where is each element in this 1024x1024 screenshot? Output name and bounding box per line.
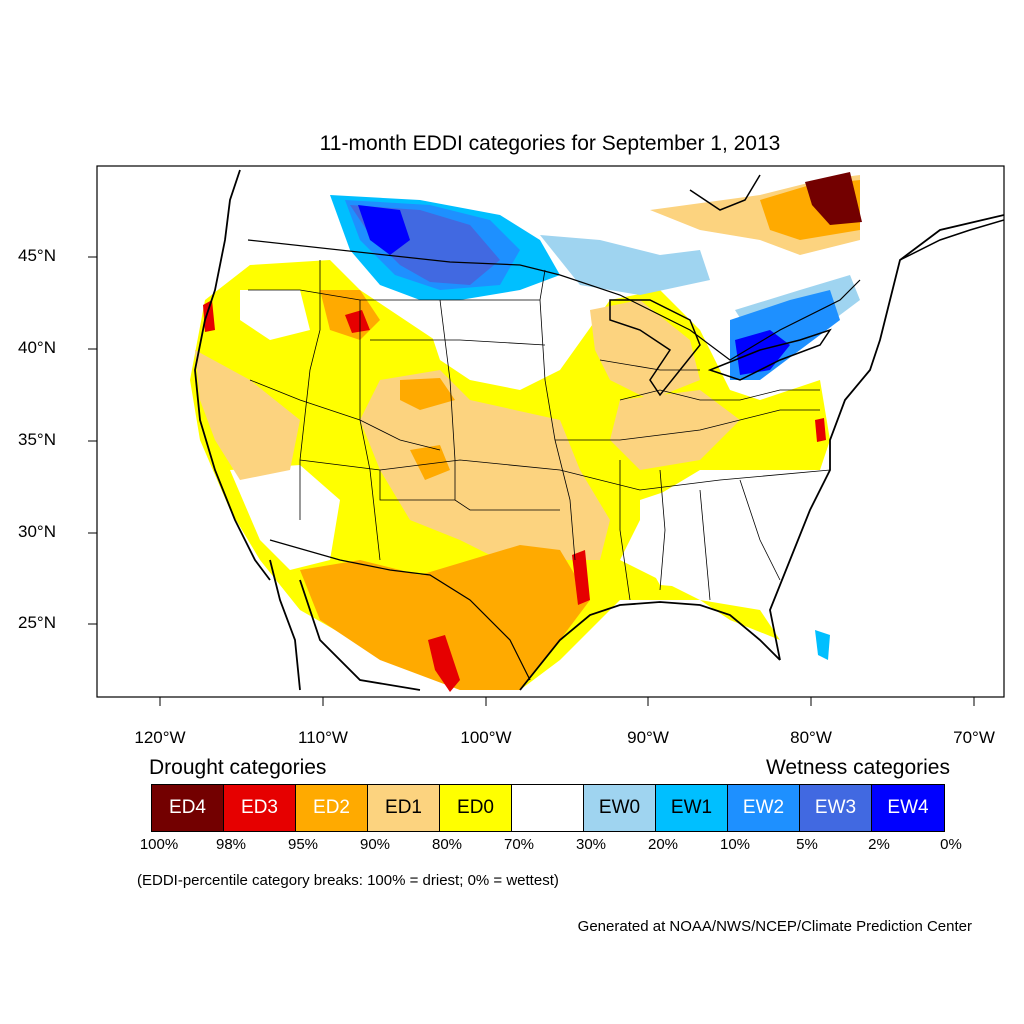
percentile-label: 70% xyxy=(503,836,535,853)
ed2-region-colorado xyxy=(400,378,455,410)
normal-region-southwest xyxy=(230,465,340,570)
legend-box-ew2: EW2 xyxy=(728,785,800,831)
percentile-label: 0% xyxy=(940,836,962,853)
legend-box-ed1: ED1 xyxy=(368,785,440,831)
lon-label-70w: 70°W xyxy=(953,728,995,747)
wetness-categories-title: Wetness categories xyxy=(765,756,950,779)
lon-label-90w: 90°W xyxy=(627,728,669,747)
map-title: 11-month EDDI categories for September 1… xyxy=(319,132,781,155)
ed3-region-oregon-coast xyxy=(203,300,215,332)
percentile-label: 90% xyxy=(359,836,391,853)
percentile-label: 10% xyxy=(719,836,751,853)
hudson-bay-edge xyxy=(689,174,761,211)
percentile-label: 5% xyxy=(796,836,818,853)
gulf-coast xyxy=(519,601,781,691)
normal-region-northern-plains xyxy=(430,320,560,390)
legend-box-ed0: ED0 xyxy=(440,785,512,831)
ew0-region-canada-prairie xyxy=(540,235,710,295)
ed1-region-west-coast xyxy=(195,350,300,480)
lon-label-110w: 110°W xyxy=(298,728,348,747)
ed1-region-plains xyxy=(360,370,610,560)
credit-line: Generated at NOAA/NWS/NCEP/Climate Predi… xyxy=(577,918,972,935)
ed3-region-louisiana xyxy=(572,550,590,605)
west-coast xyxy=(194,169,271,581)
ed4-region-quebec xyxy=(805,172,862,225)
us-canada-border xyxy=(247,239,861,361)
normal-region-southeast xyxy=(640,470,800,590)
lon-label-80w: 80°W xyxy=(790,728,832,747)
percentile-label: 80% xyxy=(431,836,463,853)
normal-region-montana xyxy=(240,290,310,340)
ed1-region-great-lakes xyxy=(590,300,700,400)
ew4-region-great-lakes xyxy=(735,330,790,375)
percentile-label: 2% xyxy=(868,836,890,853)
legend-box-ew0: EW0 xyxy=(584,785,656,831)
ew4-region-canada xyxy=(358,205,410,255)
ed2-region-nm xyxy=(410,445,450,480)
lon-label-100w: 100°W xyxy=(460,728,512,747)
lat-label-25n: 25°N xyxy=(18,613,56,632)
baja-coast xyxy=(269,559,301,691)
ed3-region-mexico xyxy=(428,635,460,692)
legend-box-normal xyxy=(512,785,584,831)
lon-label-120w: 120°W xyxy=(134,728,186,747)
legend-box-ew3: EW3 xyxy=(800,785,872,831)
legend-box-ew1: EW1 xyxy=(656,785,728,831)
drought-categories-title: Drought categories xyxy=(149,756,327,779)
map-frame xyxy=(96,165,1005,698)
ed3-region-idaho xyxy=(345,310,370,333)
ed3-region-mid-atlantic xyxy=(815,418,826,442)
lat-label-45n: 45°N xyxy=(18,246,56,265)
percentile-label: 95% xyxy=(287,836,319,853)
percentile-label: 98% xyxy=(215,836,247,853)
lat-label-35n: 35°N xyxy=(18,430,56,449)
nova-scotia xyxy=(899,219,1004,261)
legend-box-ed2: ED2 xyxy=(296,785,368,831)
percentile-label: 100% xyxy=(139,836,179,853)
percentile-label: 20% xyxy=(647,836,679,853)
ew1-region-gulf xyxy=(815,630,830,660)
lat-label-30n: 30°N xyxy=(18,522,56,541)
ed1-region-ohio-valley xyxy=(610,390,740,470)
category-breaks-note: (EDDI-percentile category breaks: 100% =… xyxy=(137,872,559,889)
percentile-label: 30% xyxy=(575,836,607,853)
us-mexico-border xyxy=(269,539,531,681)
state-boundaries xyxy=(248,260,831,601)
mexico-gulf-coast xyxy=(299,579,421,691)
lake-erie-ontario xyxy=(707,328,832,381)
legend-box-ew4: EW4 xyxy=(872,785,944,831)
category-legend: ED4 ED3 ED2 ED1 ED0 EW0 EW1 EW2 EW3 EW4 xyxy=(151,784,945,832)
legend-box-ed4: ED4 xyxy=(152,785,224,831)
lat-label-40n: 40°N xyxy=(18,338,56,357)
legend-box-ed3: ED3 xyxy=(224,785,296,831)
great-lakes-outline xyxy=(609,299,701,397)
